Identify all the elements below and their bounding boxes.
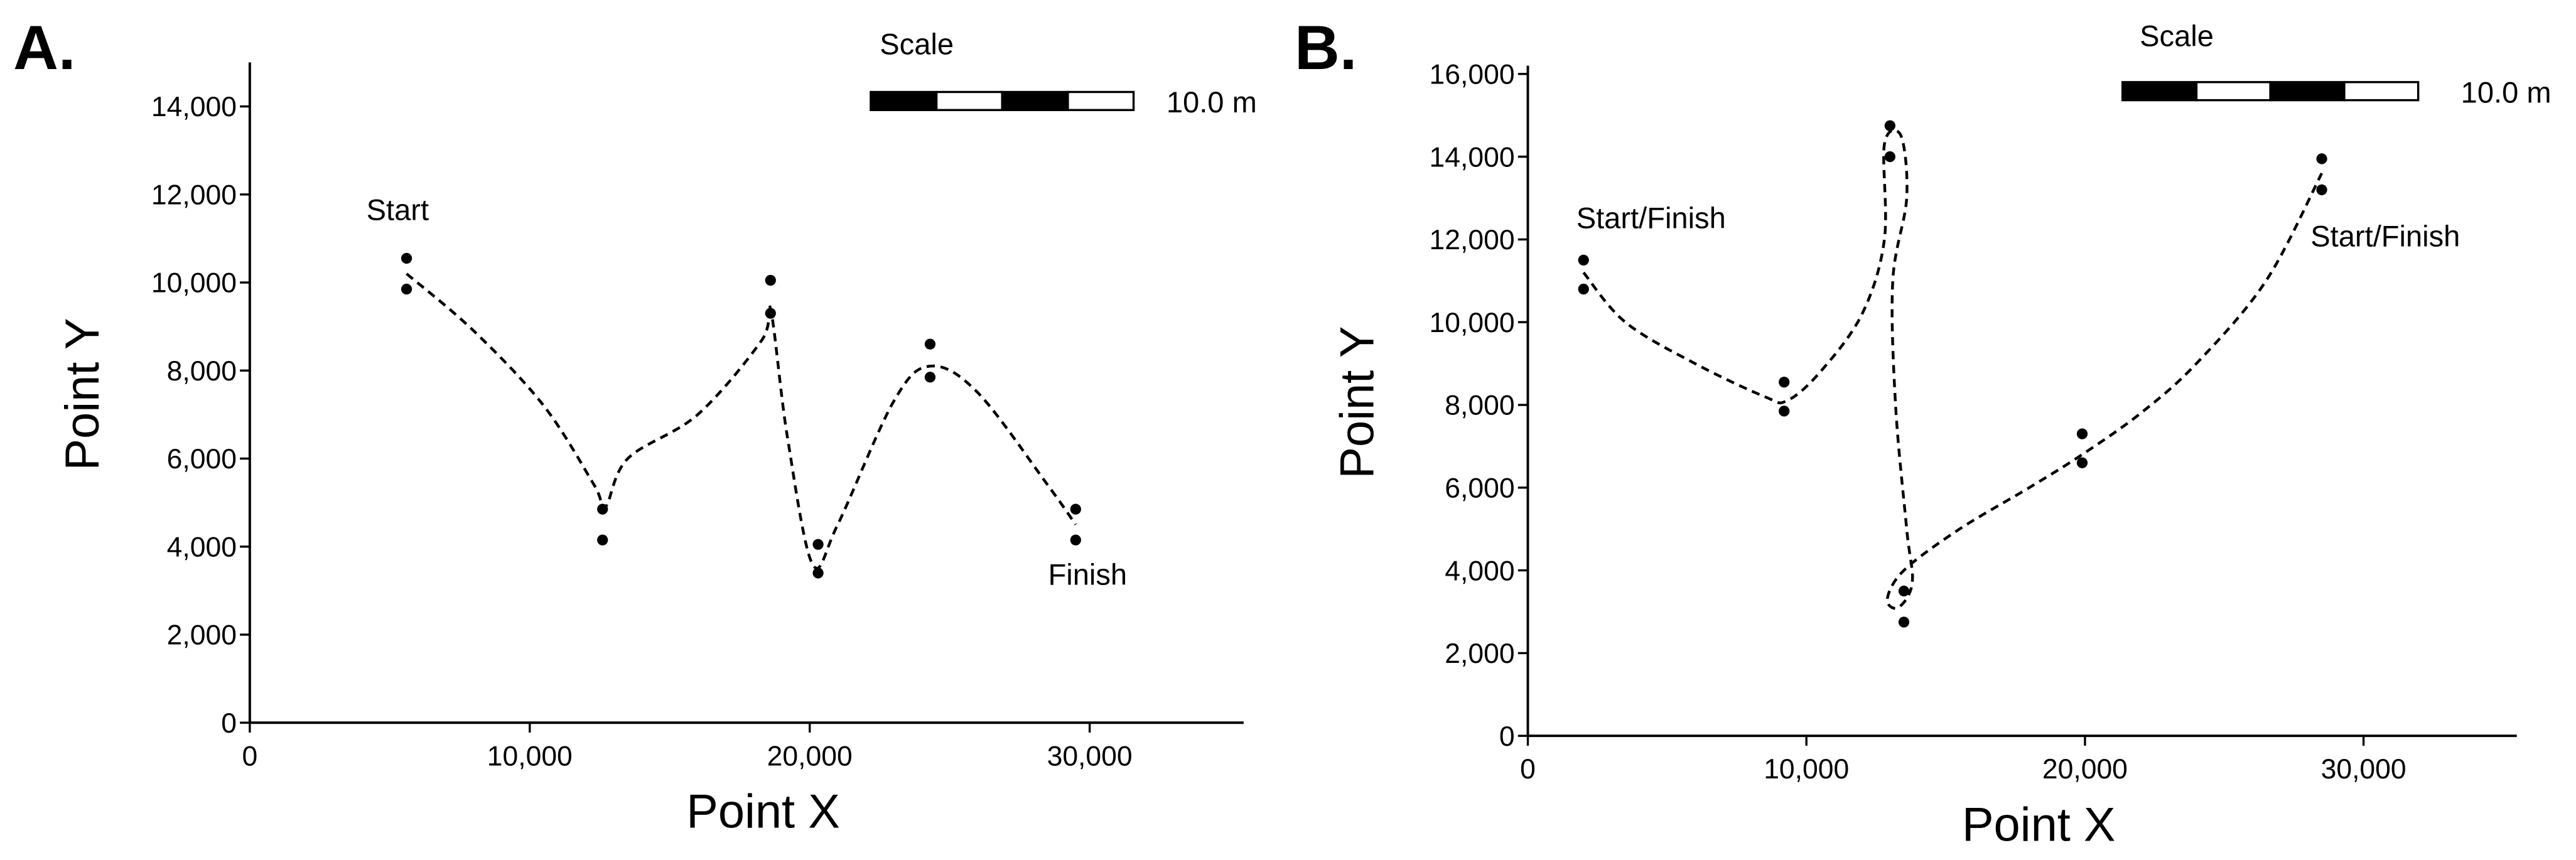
y-tick-label: 8,000 — [167, 356, 237, 387]
y-tick-label: 2,000 — [1445, 638, 1514, 669]
scale-label: 10.0 m — [2461, 76, 2552, 109]
y-axis-title: Point Y — [1331, 326, 1384, 478]
y-tick-label: 14,000 — [1430, 142, 1515, 173]
annotation: Start — [367, 193, 429, 227]
point — [924, 338, 936, 350]
point — [1898, 585, 1910, 597]
scale-segment — [2195, 81, 2272, 102]
x-tick-label: 30,000 — [2321, 754, 2406, 785]
scale-title: Scale — [2140, 19, 2214, 52]
scale-title: Scale — [880, 27, 954, 60]
point — [1578, 254, 1589, 266]
y-tick-label: 8,000 — [1445, 390, 1514, 421]
point — [812, 539, 824, 550]
y-tick-label: 10,000 — [151, 268, 237, 299]
scale-label: 10.0 m — [1167, 85, 1257, 119]
annotation: Finish — [1048, 557, 1127, 591]
point — [1884, 151, 1895, 163]
point — [2076, 428, 2088, 439]
point — [1779, 406, 1790, 417]
y-tick-label: 16,000 — [1430, 60, 1515, 90]
y-tick-label: 14,000 — [151, 92, 237, 122]
x-axis-title: Point X — [686, 785, 840, 839]
point — [401, 252, 412, 264]
track-line — [406, 272, 1077, 570]
y-tick-label: 4,000 — [167, 532, 237, 562]
panel: A. 0 2,000 4,000 6,000 8,000 10,000 12,000 14,00… — [13, 13, 1257, 839]
x-axis-title: Point X — [1962, 798, 2116, 852]
scale-segment — [2121, 81, 2198, 102]
x-tick-label: 20,000 — [2042, 754, 2128, 785]
point — [597, 534, 608, 546]
point — [1070, 534, 1081, 546]
x-tick-label: 10,000 — [487, 741, 573, 771]
point — [2316, 153, 2327, 164]
y-tick-label: 12,000 — [1430, 225, 1515, 255]
panel-label: A. — [13, 13, 75, 83]
y-tick-label: 2,000 — [167, 620, 237, 651]
scale-segment — [870, 90, 938, 112]
point — [2316, 184, 2327, 195]
annotation: Start/Finish — [1576, 202, 1726, 235]
x-tick-label: 30,000 — [1047, 741, 1133, 771]
panel-label: B. — [1295, 13, 1357, 83]
point — [765, 274, 776, 286]
annotation: Start/Finish — [2310, 219, 2460, 252]
scale-segment — [2269, 81, 2346, 102]
x-tick-label: 0 — [242, 741, 258, 771]
point — [924, 372, 936, 383]
scale-segment — [1067, 90, 1135, 112]
x-tick-label: 0 — [1520, 754, 1536, 785]
x-tick-label: 20,000 — [767, 741, 853, 771]
scale-segment — [1001, 90, 1069, 112]
y-tick-label: 0 — [221, 708, 237, 739]
point — [1070, 503, 1081, 515]
point — [1898, 616, 1910, 628]
scale-segment — [2343, 81, 2420, 102]
point — [812, 567, 824, 579]
point — [2076, 457, 2088, 468]
y-axis-title: Point Y — [56, 318, 109, 470]
y-tick-label: 6,000 — [1445, 473, 1514, 504]
scale-segment — [935, 90, 1003, 112]
y-tick-label: 0 — [1499, 721, 1515, 752]
y-tick-label: 4,000 — [1445, 556, 1514, 586]
point — [1779, 377, 1790, 388]
point — [1884, 120, 1895, 131]
y-tick-label: 10,000 — [1430, 308, 1515, 338]
y-tick-label: 12,000 — [151, 180, 237, 210]
point — [1578, 283, 1589, 295]
y-tick-label: 6,000 — [167, 444, 237, 475]
panel: B. 0 2,000 4,000 6,000 8,000 10,000 12,000 14,00… — [1295, 13, 2552, 852]
point — [401, 283, 412, 295]
x-tick-label: 10,000 — [1764, 754, 1849, 785]
